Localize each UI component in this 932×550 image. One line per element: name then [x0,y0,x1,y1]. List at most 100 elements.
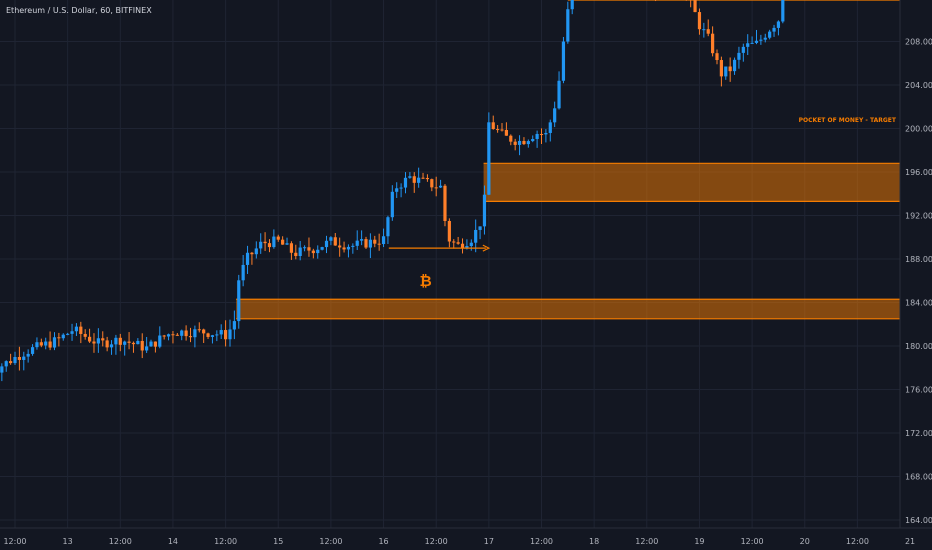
candle-body [87,336,92,342]
x-tick-label: 19 [694,537,704,546]
candle-body [548,122,552,133]
candle-body [329,237,333,241]
candle-body [452,241,456,243]
candle-body [768,31,772,38]
candle-body [381,236,386,245]
candle-body [158,335,162,347]
candle-body [517,140,522,145]
candle-body [469,242,473,247]
x-tick-label: 15 [273,537,283,546]
candle-body [193,329,197,338]
annotations-group: ₿ [388,244,491,290]
candle-body [509,135,513,142]
candle-body [754,40,759,43]
candle-body [17,356,21,360]
candle-body [101,338,105,341]
candle-body [202,329,206,334]
candle-body [553,108,557,123]
candle-body [544,132,548,135]
candle-body [294,252,298,257]
candle-body [44,341,48,346]
candle-body [114,337,118,345]
candle-body [487,122,491,195]
x-tick-label: 12:00 [846,537,869,546]
candle-body [298,247,302,257]
y-tick-label: 168.00 [905,473,932,482]
candle-body [697,12,702,30]
candle-body [522,140,526,145]
x-tick-label: 18 [589,537,599,546]
x-tick-label: 12:00 [109,537,132,546]
candle-body [118,337,122,345]
candle-body [531,138,535,142]
candle-body [434,187,438,189]
candle-body [61,334,65,339]
candle-body [693,0,697,13]
candle-body [52,337,57,348]
candle-body [456,242,460,244]
projection-arrowhead [482,244,491,252]
candle-body [39,342,43,346]
candle-body [215,334,219,336]
candle-body [443,185,447,221]
candle-body [109,344,114,348]
candle-body [491,122,495,130]
candle-body [281,239,285,245]
candle-body [496,129,500,131]
candle-body [263,241,267,244]
candle-body [417,177,421,183]
candle-body [4,361,8,367]
candle-body [377,243,381,245]
x-tick-label: 20 [800,537,810,546]
candle-body [566,9,570,42]
candle-body [210,335,215,337]
candle-body [285,243,289,245]
candle-body [724,66,728,77]
candle-body [241,264,245,281]
price-zones [236,0,900,320]
candle-body [316,249,320,254]
x-tick-label: 14 [168,537,178,546]
candle-body [421,177,425,179]
y-tick-label: 172.00 [905,429,932,438]
y-tick-label: 184.00 [905,299,932,308]
candle-body [478,226,482,230]
x-tick-label: 12:00 [530,537,553,546]
time-axis-panel [0,528,932,550]
y-tick-label: 188.00 [905,255,932,264]
candle-body [267,243,272,248]
candle-body [127,341,131,343]
candle-body [728,66,732,72]
candle-body [136,340,140,345]
candle-body [570,0,574,10]
candle-body [324,240,329,248]
candle-body [763,37,767,40]
candle-body [123,341,127,345]
grid-lines [0,0,911,528]
candle-body [333,237,337,246]
candle-body [338,245,342,248]
candle-body [245,252,250,265]
candle-body [272,236,276,248]
candle-body [561,41,566,81]
candle-body [465,246,469,249]
candle-body [259,241,263,249]
y-tick-label: 196.00 [905,168,932,177]
candle-body [399,187,403,189]
candle-body [781,0,785,22]
candle-body [237,280,241,322]
candle-body [149,341,153,347]
candle-body [759,39,763,41]
candle-body [26,353,30,357]
candle-body [719,60,723,77]
candle-body [460,243,465,249]
candle-body [166,334,171,337]
candle-body [557,80,561,109]
candle-body [140,340,144,351]
candle-body [131,342,136,345]
candle-body [13,356,17,364]
x-tick-label: 13 [63,537,73,546]
candle-body [732,59,737,72]
